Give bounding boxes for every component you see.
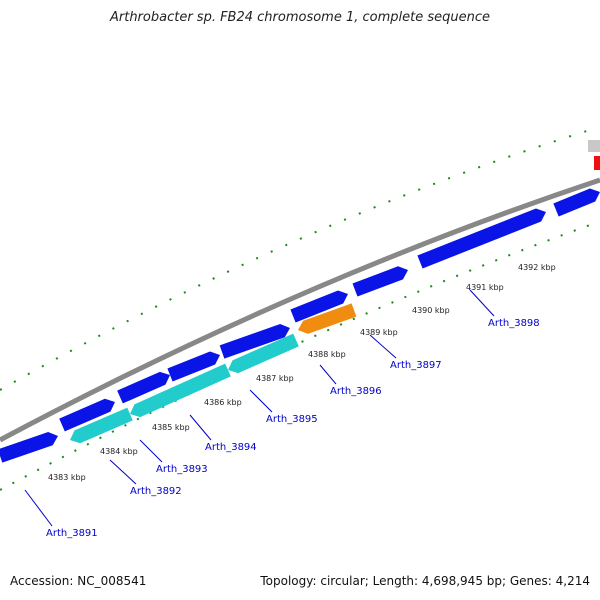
gene-leader-line [189, 414, 212, 441]
gene-arrow [352, 266, 408, 297]
gene-arrow [594, 156, 600, 170]
summary-text: Topology: circular; Length: 4,698,945 bp… [260, 574, 590, 588]
scale-ticks: 4383 kbp 4384 kbp 4385 kbp 4386 kbp 4387 kbp… [48, 263, 556, 482]
gene-label[interactable]: Arth_3893 [156, 464, 208, 475]
forward-strand-genes [0, 140, 600, 463]
gene-arrow [553, 188, 600, 217]
gene-arrow [117, 371, 170, 404]
gene-arrow [167, 351, 220, 382]
gene-label[interactable]: Arth_3897 [390, 360, 442, 371]
gene-leader-line [139, 439, 163, 463]
gene-leader-line [109, 459, 137, 485]
tick-label: 4390 kbp [412, 306, 450, 315]
gene-arrow [290, 290, 348, 323]
gene-label[interactable]: Arth_3891 [46, 528, 98, 539]
chromosome-backbone [0, 177, 600, 443]
gene-arrow [588, 140, 600, 152]
tick-label: 4388 kbp [308, 350, 346, 359]
gene-arrow [130, 363, 231, 418]
tick-label: 4391 kbp [466, 283, 504, 292]
gene-label[interactable]: Arth_3894 [205, 442, 257, 453]
map-title: Arthrobacter sp. FB24 chromosome 1, comp… [109, 10, 491, 25]
outer-dotted-ring [0, 129, 591, 391]
gene-leader-line [319, 364, 337, 385]
gene-leader-line [24, 489, 53, 527]
gene-label[interactable]: Arth_3895 [266, 414, 318, 425]
gene-label[interactable]: Arth_3898 [488, 318, 540, 329]
tick-label: 4392 kbp [518, 263, 556, 272]
gene-label[interactable]: Arth_3896 [330, 386, 382, 397]
tick-label: 4385 kbp [152, 423, 190, 432]
gene-arrow [0, 431, 58, 463]
inner-dotted-ring [0, 224, 591, 491]
tick-label: 4384 kbp [100, 447, 138, 456]
tick-label: 4386 kbp [204, 398, 242, 407]
gene-leader-line [249, 389, 273, 413]
gene-leader-line [469, 289, 495, 317]
accession-text: Accession: NC_008541 [10, 574, 147, 588]
tick-label: 4389 kbp [360, 328, 398, 337]
gene-leader-line [369, 334, 397, 359]
gene-label[interactable]: Arth_3892 [130, 486, 182, 497]
gene-arrow [417, 208, 546, 269]
gene-labels: Arth_3891 Arth_3892 Arth_3893 Arth_3894 Arth… [24, 289, 540, 539]
tick-label: 4383 kbp [48, 473, 86, 482]
reverse-strand-genes [70, 303, 357, 444]
gene-arrow [228, 333, 299, 374]
gene-arrow [59, 398, 115, 432]
gene-arrow [298, 303, 357, 334]
gene-arrow [219, 324, 290, 359]
gene-arrow [70, 407, 133, 444]
tick-label: 4387 kbp [256, 374, 294, 383]
